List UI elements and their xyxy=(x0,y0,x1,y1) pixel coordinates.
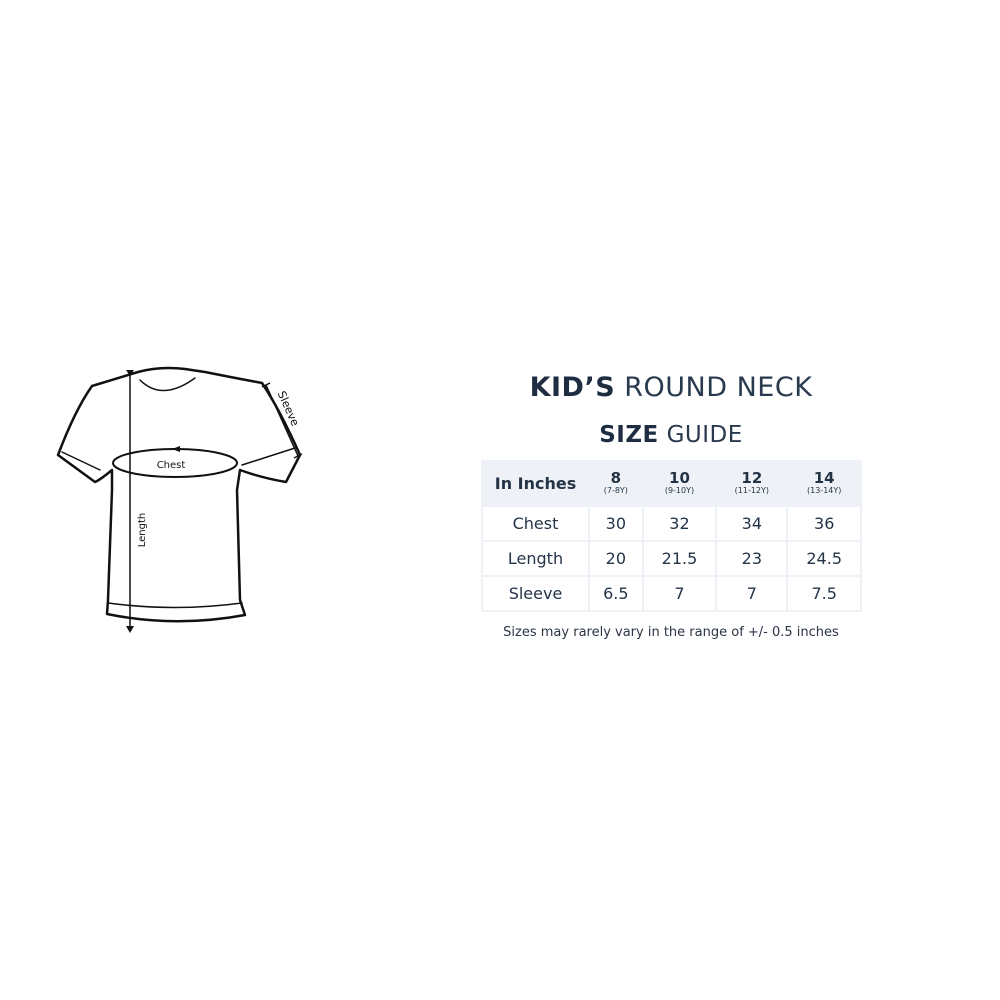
table-cell: 7.5 xyxy=(786,575,862,612)
table-cell: 7 xyxy=(641,575,718,612)
column-header: 14 (13-14Y) xyxy=(786,460,862,507)
row-label: Chest xyxy=(481,505,590,542)
sleeve-line xyxy=(265,384,299,457)
corner-header: In Inches xyxy=(481,460,590,507)
table-row: Length 20 21.5 23 24.5 xyxy=(481,540,862,577)
sleeve-cuff-right xyxy=(241,447,296,466)
table-cell: 21.5 xyxy=(641,540,718,577)
table-cell: 24.5 xyxy=(786,540,862,577)
neck-line xyxy=(139,377,196,392)
page-title: KID’S ROUND NECK xyxy=(529,372,813,403)
row-label: Length xyxy=(481,540,590,577)
column-header: 8 (7-8Y) xyxy=(588,460,644,507)
page-subtitle: SIZE GUIDE xyxy=(599,422,743,448)
sleeve-cuff-left xyxy=(61,451,101,471)
chest-label: Chest xyxy=(157,460,186,471)
chest-arrow-icon xyxy=(172,446,180,452)
sleeve-label: Sleeve xyxy=(275,389,302,428)
table-cell: 34 xyxy=(715,505,789,542)
table-row: Chest 30 32 34 36 xyxy=(481,505,862,542)
table-cell: 36 xyxy=(786,505,862,542)
size-note: Sizes may rarely vary in the range of +/… xyxy=(503,625,839,640)
table-cell: 32 xyxy=(641,505,718,542)
table-cell: 6.5 xyxy=(588,575,644,612)
table-cell: 20 xyxy=(588,540,644,577)
table-cell: 7 xyxy=(715,575,789,612)
table-header-row: In Inches 8 (7-8Y) 10 (9-10Y) 12 (11-12Y) 1… xyxy=(481,460,862,507)
table-cell: 23 xyxy=(715,540,789,577)
table-row: Sleeve 6.5 7 7 7.5 xyxy=(481,575,862,612)
column-header: 10 (9-10Y) xyxy=(641,460,718,507)
size-table: In Inches 8 (7-8Y) 10 (9-10Y) 12 (11-12Y) 1… xyxy=(481,460,862,612)
shirt-outline xyxy=(56,366,302,623)
table-cell: 30 xyxy=(588,505,644,542)
row-label: Sleeve xyxy=(481,575,590,612)
length-label: Length xyxy=(137,513,148,548)
column-header: 12 (11-12Y) xyxy=(715,460,789,507)
hem-line xyxy=(107,602,243,609)
